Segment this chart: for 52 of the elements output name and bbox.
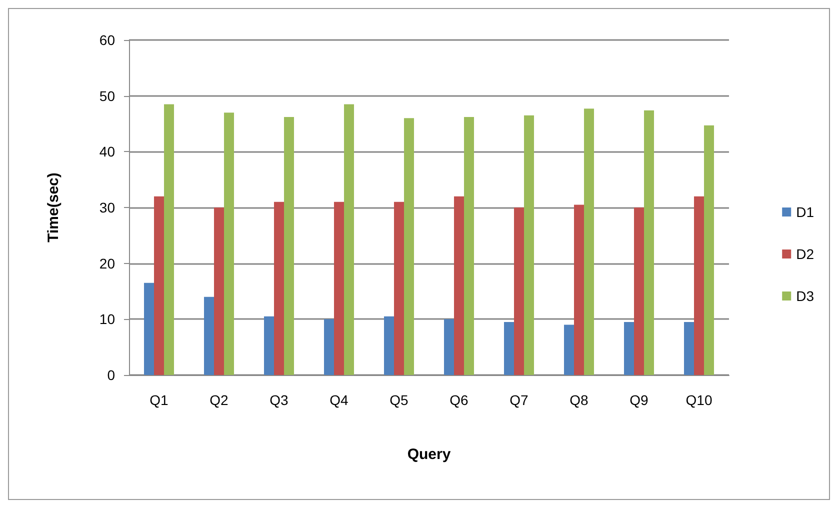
y-tick-label: 0 [107, 367, 116, 383]
bar [584, 108, 594, 375]
bar [634, 208, 644, 375]
y-tick-label: 60 [99, 32, 116, 48]
bar [524, 115, 534, 375]
bar [624, 322, 634, 375]
x-tick-label: Q4 [330, 392, 349, 408]
bar [284, 117, 294, 375]
bar [224, 112, 234, 375]
x-tick-label: Q7 [510, 392, 529, 408]
y-tick-label: 30 [99, 200, 116, 216]
legend-label: D2 [796, 246, 814, 262]
bar [404, 118, 414, 375]
bar [504, 322, 514, 375]
bar [514, 208, 524, 375]
bar [264, 316, 274, 375]
bar [334, 202, 344, 375]
bar [214, 208, 224, 375]
bar [574, 204, 584, 375]
bar [454, 196, 464, 375]
bar [324, 319, 334, 375]
bar [644, 110, 654, 375]
y-tick-label: 20 [99, 255, 116, 272]
bar [274, 202, 284, 375]
bar [684, 322, 694, 375]
bar [344, 104, 354, 375]
x-tick-label: Q1 [150, 392, 169, 408]
bar [564, 324, 574, 375]
y-tick-label: 40 [99, 144, 116, 160]
x-axis-title: Query [407, 446, 452, 463]
bar [144, 282, 154, 375]
x-tick-label: Q6 [450, 392, 469, 408]
y-axis-title: Time(sec) [45, 172, 62, 242]
y-tick-label: 10 [99, 311, 116, 328]
bar [394, 202, 404, 375]
bar [164, 104, 174, 375]
bar [704, 125, 714, 375]
y-tick-label: 50 [99, 88, 116, 104]
x-tick-label: Q9 [630, 392, 649, 408]
legend-label: D3 [796, 288, 814, 304]
x-tick-label: Q5 [390, 392, 409, 408]
x-tick-label: Q10 [686, 392, 712, 408]
x-tick-label: Q2 [210, 392, 229, 408]
bar [694, 196, 704, 375]
bar [444, 319, 454, 375]
bar [204, 296, 214, 375]
x-tick-label: Q8 [570, 392, 589, 408]
bar [154, 196, 164, 375]
legend-label: D1 [796, 204, 814, 220]
bar [384, 316, 394, 375]
x-tick-label: Q3 [270, 392, 289, 408]
bar [464, 117, 474, 375]
